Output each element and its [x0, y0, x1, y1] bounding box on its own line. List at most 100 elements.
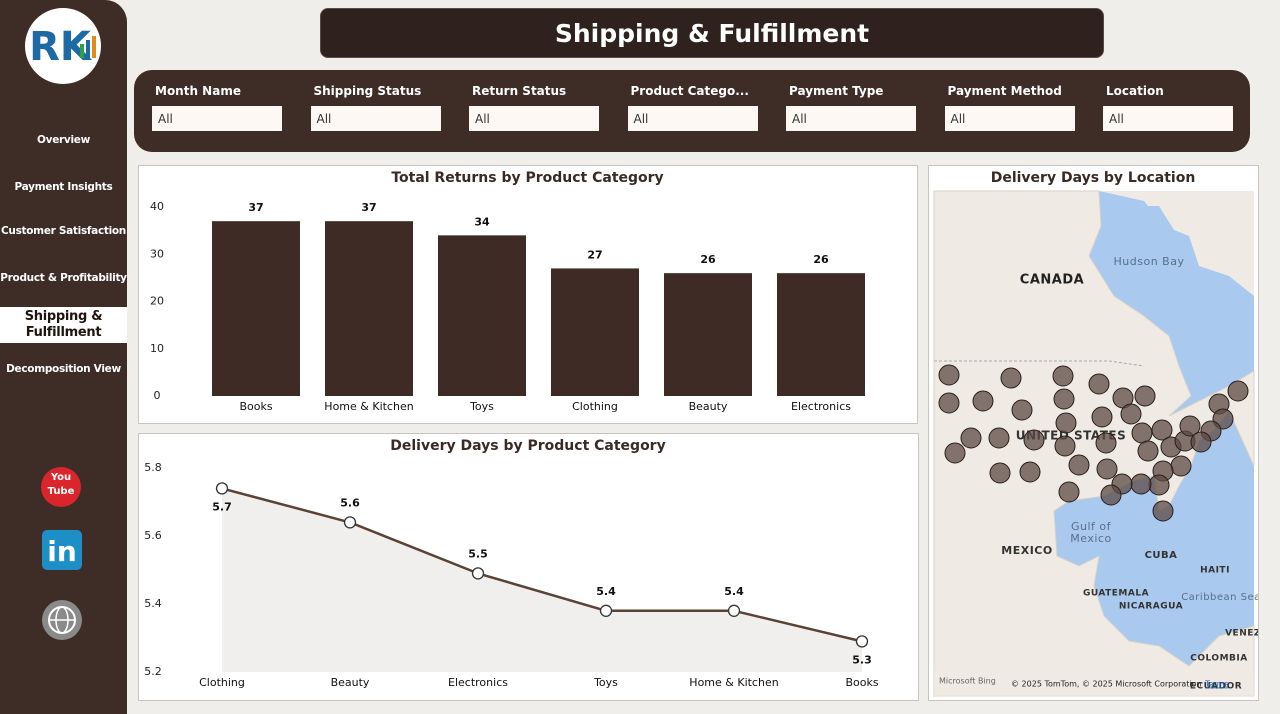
x-tick-label: Toys — [469, 400, 494, 413]
filter-dropdown[interactable]: All — [1103, 106, 1233, 131]
location-bubble[interactable] — [1053, 388, 1075, 410]
location-bubble[interactable] — [1011, 399, 1033, 421]
y-tick-label: 10 — [150, 342, 164, 355]
location-bubble[interactable] — [1058, 481, 1080, 503]
chart-title: Delivery Days by Product Category — [390, 438, 665, 454]
map-label: CANADA — [1020, 273, 1084, 288]
point — [727, 604, 741, 617]
youtube-text: Tube — [48, 486, 75, 497]
filter-dropdown[interactable]: All — [310, 106, 441, 131]
point — [599, 604, 613, 617]
map-copyright: © 2025 TomTom, © 2025 Microsoft Corporat… — [1011, 680, 1202, 689]
filter-label: Return Status — [472, 84, 567, 98]
bar — [325, 221, 413, 396]
location-bubble[interactable] — [1131, 422, 1153, 444]
location-bubble[interactable] — [1019, 461, 1041, 483]
nav-item[interactable]: Decomposition View — [6, 363, 121, 375]
map-label: HAITI — [1200, 566, 1230, 576]
location-bubble[interactable] — [1179, 415, 1201, 437]
location-bubble[interactable] — [1152, 500, 1174, 522]
location-bubble[interactable] — [1088, 373, 1110, 395]
point — [855, 635, 869, 648]
filter-dropdown[interactable]: All — [469, 106, 599, 131]
point — [215, 482, 229, 495]
line — [221, 487, 863, 643]
youtube-text: You — [50, 472, 71, 483]
web-icon[interactable] — [42, 600, 82, 640]
map-title: Delivery Days by Location — [991, 170, 1196, 186]
x-tick-label: Books — [845, 676, 878, 689]
youtube-icon[interactable] — [41, 467, 81, 507]
x-tick-label: Home & Kitchen — [324, 400, 413, 413]
location-bubble[interactable] — [1055, 412, 1077, 434]
x-tick-label: Electronics — [448, 676, 508, 689]
map-label: COLOMBIA — [1190, 654, 1247, 664]
data-label: 5.5 — [468, 547, 488, 560]
x-tick-label: Electronics — [791, 400, 851, 413]
nav-item[interactable]: Payment Insights — [14, 181, 113, 193]
filter-label: Payment Method — [947, 84, 1062, 98]
y-tick-label: 5.8 — [144, 461, 162, 474]
nav-item[interactable]: Shipping & Fulfillment — [0, 307, 127, 343]
map-label: GUATEMALA — [1083, 589, 1149, 599]
x-tick-label: Toys — [593, 676, 618, 689]
y-tick-label: 40 — [150, 200, 164, 213]
sidebar: RK You Tube in Overview Payment Insights C… — [0, 0, 127, 714]
map-label: Gulf of — [1071, 520, 1112, 533]
location-bubble[interactable] — [938, 392, 960, 414]
location-bubble[interactable] — [1137, 440, 1159, 462]
data-label: 34 — [474, 215, 490, 228]
filter-label: Product Catego... — [630, 84, 749, 98]
location-bubble[interactable] — [1134, 385, 1156, 407]
x-tick-label: Books — [239, 400, 272, 413]
map-panel: Delivery Days by Location CANADA Hudson B… — [928, 165, 1260, 701]
map-label: Caribbean Sea — [1181, 592, 1258, 603]
location-bubble[interactable] — [1100, 484, 1122, 506]
nav-item[interactable]: Customer Satisfaction — [1, 225, 126, 237]
location-bubble[interactable] — [1000, 367, 1022, 389]
location-bubble[interactable] — [1054, 435, 1076, 457]
location-bubble[interactable] — [1095, 432, 1117, 454]
location-bubble[interactable] — [1130, 473, 1152, 495]
location-bubble[interactable] — [944, 442, 966, 464]
location-bubble[interactable] — [1052, 365, 1074, 387]
location-bubble[interactable] — [1148, 474, 1170, 496]
nav-item[interactable]: Product & Profitability — [0, 272, 127, 284]
nav-item[interactable]: Overview — [37, 134, 90, 146]
y-tick-label: 5.6 — [144, 529, 162, 542]
filter-dropdown[interactable]: All — [944, 106, 1075, 131]
bar — [664, 273, 752, 396]
location-bubble[interactable] — [988, 427, 1010, 449]
map-label: ECUADOR — [1190, 682, 1242, 692]
location-bubble[interactable] — [1151, 419, 1173, 441]
location-bubble[interactable] — [960, 427, 982, 449]
location-bubble[interactable] — [1091, 406, 1113, 428]
x-tick-label: Clothing — [199, 676, 245, 689]
location-bubble[interactable] — [938, 364, 960, 386]
filter-dropdown[interactable]: All — [786, 106, 916, 131]
data-label: 37 — [361, 201, 376, 214]
logo — [25, 8, 101, 84]
location-bubble[interactable] — [972, 390, 994, 412]
location-bubble[interactable] — [1068, 454, 1090, 476]
location-bubble[interactable] — [1096, 458, 1118, 480]
location-bubble[interactable] — [1023, 429, 1045, 451]
map-terms[interactable]: Terms — [1204, 680, 1229, 689]
bar — [212, 221, 300, 396]
location-bubble[interactable] — [1227, 380, 1249, 402]
linkedin-icon[interactable] — [42, 530, 82, 570]
location-bubble[interactable] — [989, 462, 1011, 484]
y-tick-label: 5.2 — [144, 665, 162, 678]
point — [471, 567, 485, 580]
location-bubble[interactable] — [1120, 403, 1142, 425]
data-label: 5.4 — [724, 585, 744, 598]
filter-dropdown[interactable]: All — [152, 106, 282, 131]
data-label: 26 — [700, 253, 716, 266]
data-label: 27 — [587, 248, 602, 261]
location-bubble[interactable] — [1170, 455, 1192, 477]
data-label: 5.4 — [596, 585, 616, 598]
location-bubble[interactable] — [1190, 431, 1212, 453]
map-label: Mexico — [1070, 532, 1111, 545]
filter-dropdown[interactable]: All — [627, 106, 758, 131]
